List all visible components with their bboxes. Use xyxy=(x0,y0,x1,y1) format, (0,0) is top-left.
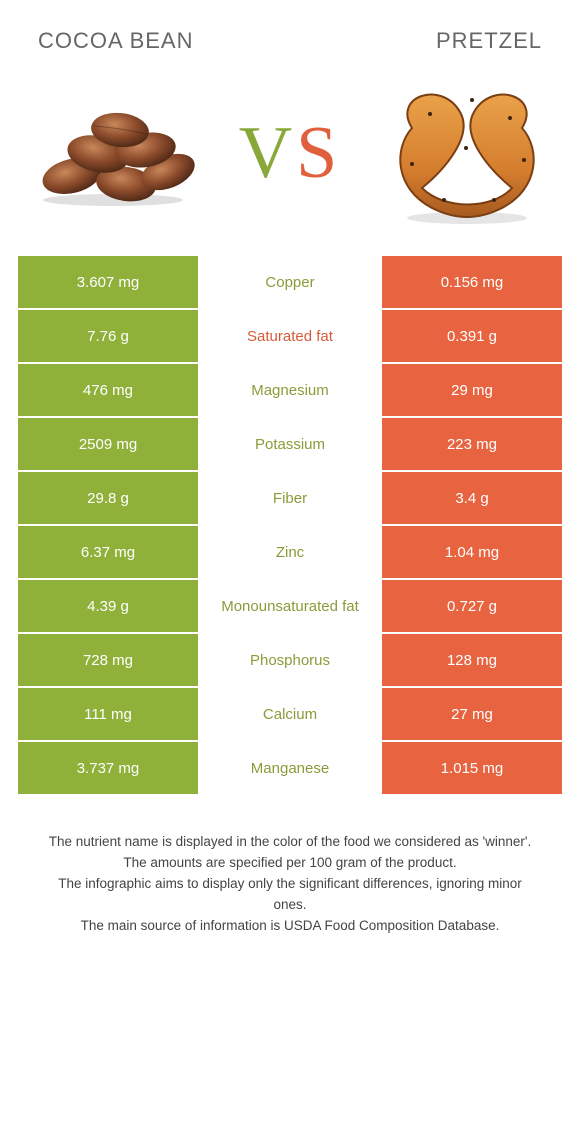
left-amount-cell: 6.37 mg xyxy=(18,526,198,578)
right-amount-cell: 1.015 mg xyxy=(382,742,562,794)
title-row: COCOA BEAN PRETZEL xyxy=(18,28,562,54)
footer-line: The nutrient name is displayed in the co… xyxy=(44,832,536,853)
nutrient-row: 6.37 mgZinc1.04 mg xyxy=(18,526,562,578)
nutrient-label-cell: Potassium xyxy=(198,418,382,470)
vs-letter-v: V xyxy=(239,112,296,194)
left-amount-cell: 3.607 mg xyxy=(18,256,198,308)
hero-row: VS xyxy=(18,54,562,256)
left-amount-cell: 4.39 g xyxy=(18,580,198,632)
infographic-container: COCOA BEAN PRETZEL xyxy=(0,0,580,937)
pretzel-icon xyxy=(382,78,552,228)
left-amount-cell: 3.737 mg xyxy=(18,742,198,794)
nutrient-row: 29.8 gFiber3.4 g xyxy=(18,472,562,524)
nutrient-label-cell: Monounsaturated fat xyxy=(198,580,382,632)
right-amount-cell: 27 mg xyxy=(382,688,562,740)
nutrient-label-cell: Saturated fat xyxy=(198,310,382,362)
right-amount-cell: 3.4 g xyxy=(382,472,562,524)
nutrient-label-cell: Magnesium xyxy=(198,364,382,416)
right-amount-cell: 1.04 mg xyxy=(382,526,562,578)
left-amount-cell: 728 mg xyxy=(18,634,198,686)
nutrient-label-cell: Copper xyxy=(198,256,382,308)
left-amount-cell: 2509 mg xyxy=(18,418,198,470)
footer-notes: The nutrient name is displayed in the co… xyxy=(18,796,562,937)
right-amount-cell: 128 mg xyxy=(382,634,562,686)
right-amount-cell: 0.391 g xyxy=(382,310,562,362)
nutrient-label-cell: Fiber xyxy=(198,472,382,524)
right-amount-cell: 29 mg xyxy=(382,364,562,416)
nutrient-row: 4.39 gMonounsaturated fat0.727 g xyxy=(18,580,562,632)
right-food-title: PRETZEL xyxy=(436,28,542,54)
nutrient-row: 7.76 gSaturated fat0.391 g xyxy=(18,310,562,362)
nutrient-row: 2509 mgPotassium223 mg xyxy=(18,418,562,470)
nutrient-label-cell: Manganese xyxy=(198,742,382,794)
footer-line: The infographic aims to display only the… xyxy=(44,874,536,916)
vs-letter-s: S xyxy=(296,112,341,194)
nutrient-rows: 3.607 mgCopper0.156 mg7.76 gSaturated fa… xyxy=(18,256,562,794)
nutrient-row: 111 mgCalcium27 mg xyxy=(18,688,562,740)
left-amount-cell: 29.8 g xyxy=(18,472,198,524)
nutrient-label-cell: Calcium xyxy=(198,688,382,740)
nutrient-label-cell: Zinc xyxy=(198,526,382,578)
footer-line: The amounts are specified per 100 gram o… xyxy=(44,853,536,874)
left-food-title: COCOA BEAN xyxy=(38,28,193,54)
right-amount-cell: 0.727 g xyxy=(382,580,562,632)
vs-label: VS xyxy=(239,111,342,196)
right-amount-cell: 0.156 mg xyxy=(382,256,562,308)
left-amount-cell: 7.76 g xyxy=(18,310,198,362)
nutrient-row: 3.607 mgCopper0.156 mg xyxy=(18,256,562,308)
nutrient-row: 728 mgPhosphorus128 mg xyxy=(18,634,562,686)
left-amount-cell: 476 mg xyxy=(18,364,198,416)
cocoa-bean-icon xyxy=(28,98,198,208)
nutrient-label-cell: Phosphorus xyxy=(198,634,382,686)
footer-line: The main source of information is USDA F… xyxy=(44,916,536,937)
nutrient-row: 3.737 mgManganese1.015 mg xyxy=(18,742,562,794)
left-amount-cell: 111 mg xyxy=(18,688,198,740)
right-amount-cell: 223 mg xyxy=(382,418,562,470)
nutrient-row: 476 mgMagnesium29 mg xyxy=(18,364,562,416)
